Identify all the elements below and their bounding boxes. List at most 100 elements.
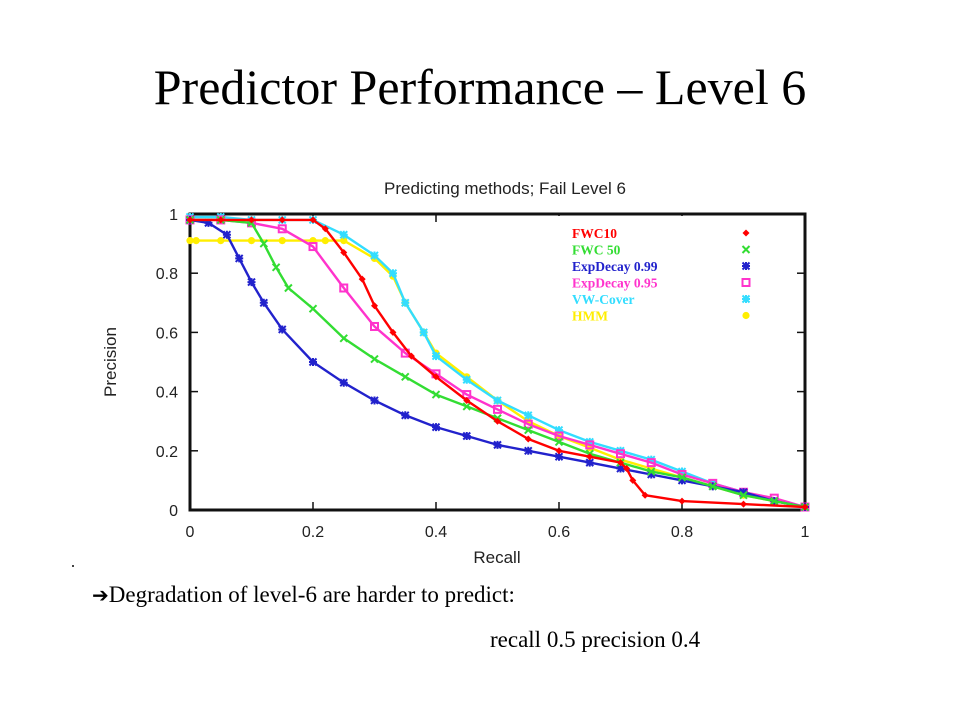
legend-label: VW-Cover bbox=[572, 292, 634, 307]
data-point bbox=[432, 373, 440, 381]
data-point bbox=[204, 218, 213, 228]
bullet-text: Degradation of level-6 are harder to pre… bbox=[108, 582, 515, 607]
data-point bbox=[259, 239, 269, 248]
data-point bbox=[217, 237, 225, 245]
data-point bbox=[309, 216, 317, 224]
y-tick-label: 0.2 bbox=[156, 444, 178, 461]
legend-marker bbox=[742, 311, 750, 320]
data-point bbox=[523, 419, 533, 429]
data-point bbox=[677, 476, 687, 485]
data-point bbox=[234, 254, 244, 263]
data-point bbox=[524, 411, 533, 420]
data-point bbox=[493, 396, 502, 405]
data-point bbox=[554, 437, 564, 447]
chart: Predicting methods; Fail Level 6 0 0.2 0.4… bbox=[90, 170, 830, 580]
data-point bbox=[586, 453, 594, 461]
series-line bbox=[190, 218, 806, 509]
data-point bbox=[388, 268, 398, 278]
series-layer bbox=[185, 212, 810, 512]
data-point bbox=[616, 449, 625, 459]
data-point bbox=[259, 298, 269, 308]
series-fwc10 bbox=[186, 216, 809, 511]
data-point bbox=[462, 431, 471, 441]
legend-marker bbox=[742, 229, 750, 237]
data-point bbox=[278, 216, 286, 224]
data-point bbox=[248, 216, 255, 224]
data-point bbox=[186, 237, 194, 245]
data-point bbox=[616, 464, 625, 473]
data-point bbox=[555, 447, 563, 455]
data-point bbox=[462, 402, 471, 411]
chart-svg: Predicting methods; Fail Level 6 0 0.2 0.4… bbox=[101, 179, 810, 567]
legend-marker bbox=[741, 278, 751, 287]
data-point bbox=[284, 283, 293, 293]
legend-marker bbox=[741, 261, 751, 271]
tick-layer: 0 0.2 0.4 0.6 0.8 1 0 0.2 0.4 0.6 0.8 1 bbox=[156, 207, 810, 541]
data-point bbox=[493, 404, 502, 414]
data-point bbox=[339, 230, 348, 239]
data-point bbox=[629, 476, 637, 484]
data-point bbox=[801, 503, 809, 511]
data-point bbox=[554, 431, 564, 441]
data-point bbox=[339, 334, 348, 343]
y-axis-label: Precision bbox=[101, 327, 120, 397]
data-point bbox=[308, 357, 318, 367]
y-tick-label: 0.8 bbox=[156, 266, 178, 283]
data-point bbox=[271, 263, 281, 272]
data-point bbox=[463, 396, 471, 404]
data-point bbox=[623, 465, 631, 473]
data-point bbox=[401, 298, 410, 308]
y-tick-label: 0.6 bbox=[156, 325, 178, 342]
data-point bbox=[247, 237, 256, 245]
data-point bbox=[389, 328, 397, 336]
data-point bbox=[247, 277, 256, 287]
data-point bbox=[678, 497, 686, 505]
data-point bbox=[524, 425, 533, 435]
series-line bbox=[189, 218, 806, 509]
bullet-line: ➔Degradation of level-6 are harder to pr… bbox=[92, 582, 515, 608]
legend-box bbox=[552, 216, 712, 323]
data-point bbox=[431, 351, 441, 361]
data-point bbox=[647, 470, 656, 479]
data-point bbox=[677, 473, 687, 482]
data-point bbox=[554, 425, 564, 435]
data-point bbox=[370, 251, 379, 260]
data-point bbox=[739, 490, 748, 500]
x-tick-label: 0.6 bbox=[548, 524, 570, 541]
data-point bbox=[646, 458, 656, 468]
data-point bbox=[431, 390, 441, 399]
plot-frame bbox=[188, 212, 807, 512]
data-point bbox=[340, 248, 348, 256]
legend-label: HMM bbox=[572, 309, 608, 324]
data-point bbox=[370, 321, 379, 331]
data-point bbox=[770, 496, 779, 506]
chart-title: Predicting methods; Fail Level 6 bbox=[384, 179, 626, 198]
data-point bbox=[370, 354, 379, 364]
legend-label: FWC10 bbox=[572, 226, 617, 241]
data-point bbox=[617, 459, 624, 467]
x-tick-label: 0.2 bbox=[302, 524, 324, 541]
data-point bbox=[321, 225, 329, 233]
bullet-subtext: recall 0.5 precision 0.4 bbox=[490, 627, 701, 652]
data-point bbox=[340, 237, 348, 245]
data-point bbox=[217, 216, 225, 224]
arrow-icon: ➔ bbox=[92, 583, 109, 607]
data-point bbox=[370, 396, 379, 405]
data-point bbox=[493, 440, 502, 450]
x-axis-label: Recall bbox=[473, 548, 520, 567]
legend-label: ExpDecay 0.99 bbox=[572, 259, 658, 274]
data-point bbox=[740, 500, 747, 508]
data-point bbox=[708, 482, 717, 491]
stray-dot bbox=[72, 565, 74, 567]
data-point bbox=[524, 446, 533, 456]
data-point bbox=[494, 417, 501, 425]
data-point bbox=[321, 237, 329, 245]
data-point bbox=[339, 283, 349, 293]
data-point bbox=[524, 435, 532, 443]
data-point bbox=[585, 458, 594, 467]
data-point bbox=[585, 440, 595, 450]
data-point bbox=[419, 328, 428, 337]
data-point bbox=[554, 452, 564, 461]
data-point bbox=[192, 237, 200, 245]
data-point bbox=[358, 275, 366, 283]
